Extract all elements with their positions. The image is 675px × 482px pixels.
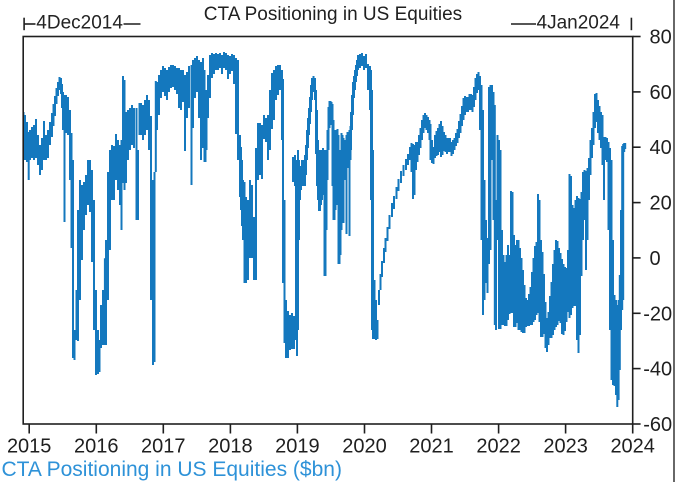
svg-text:CTA Positioning in US Equities: CTA Positioning in US Equities (204, 4, 462, 25)
svg-text:2024: 2024 (610, 436, 655, 458)
svg-text:-20: -20 (643, 303, 672, 325)
svg-text:-60: -60 (643, 414, 672, 436)
svg-text:2022: 2022 (476, 436, 521, 458)
svg-text:0: 0 (650, 248, 661, 270)
svg-text:2020: 2020 (342, 436, 387, 458)
svg-text:-40: -40 (643, 359, 672, 381)
svg-text:2018: 2018 (208, 436, 253, 458)
svg-text:2015: 2015 (7, 436, 52, 458)
svg-text:2023: 2023 (543, 436, 588, 458)
svg-text:60: 60 (650, 82, 672, 104)
svg-text:80: 80 (650, 27, 672, 49)
svg-text:20: 20 (650, 193, 672, 215)
svg-text:2017: 2017 (141, 436, 186, 458)
svg-text:2016: 2016 (74, 436, 119, 458)
svg-text:4Jan2024: 4Jan2024 (537, 13, 621, 34)
svg-text:2021: 2021 (409, 436, 454, 458)
svg-text:4Dec2014: 4Dec2014 (36, 13, 123, 34)
svg-text:40: 40 (650, 137, 672, 159)
svg-text:CTA Positioning in US Equities: CTA Positioning in US Equities ($bn) (2, 458, 342, 481)
svg-text:2019: 2019 (275, 436, 320, 458)
